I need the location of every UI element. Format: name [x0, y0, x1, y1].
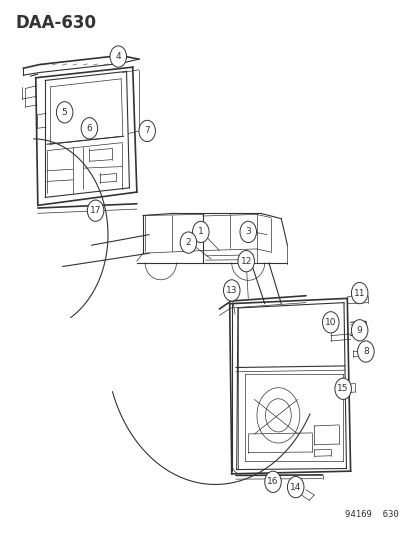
Circle shape [110, 46, 126, 67]
Text: 10: 10 [324, 318, 336, 327]
Text: 14: 14 [290, 482, 301, 491]
Circle shape [334, 378, 351, 399]
Text: 1: 1 [197, 228, 203, 237]
Text: 6: 6 [86, 124, 92, 133]
Text: 17: 17 [90, 206, 101, 215]
Circle shape [237, 251, 254, 272]
Text: 7: 7 [144, 126, 150, 135]
Circle shape [192, 221, 209, 243]
Circle shape [351, 320, 367, 341]
Text: 16: 16 [267, 478, 278, 486]
Circle shape [287, 477, 303, 498]
Text: 12: 12 [240, 257, 251, 265]
Text: 11: 11 [353, 288, 365, 297]
Text: 9: 9 [356, 326, 362, 335]
Circle shape [87, 200, 104, 221]
Text: 5: 5 [62, 108, 67, 117]
Text: 2: 2 [185, 238, 191, 247]
Circle shape [223, 280, 240, 301]
Circle shape [351, 282, 367, 304]
Circle shape [139, 120, 155, 142]
Circle shape [81, 118, 97, 139]
Circle shape [264, 471, 280, 492]
Circle shape [357, 341, 373, 362]
Circle shape [240, 221, 256, 243]
Text: 13: 13 [225, 286, 237, 295]
Text: 15: 15 [337, 384, 348, 393]
Text: 4: 4 [115, 52, 121, 61]
Circle shape [56, 102, 73, 123]
Circle shape [322, 312, 338, 333]
Text: 3: 3 [245, 228, 251, 237]
Text: 8: 8 [362, 347, 368, 356]
Circle shape [180, 232, 196, 253]
Text: 94169  630: 94169 630 [344, 510, 398, 519]
Text: DAA-630: DAA-630 [15, 14, 96, 32]
